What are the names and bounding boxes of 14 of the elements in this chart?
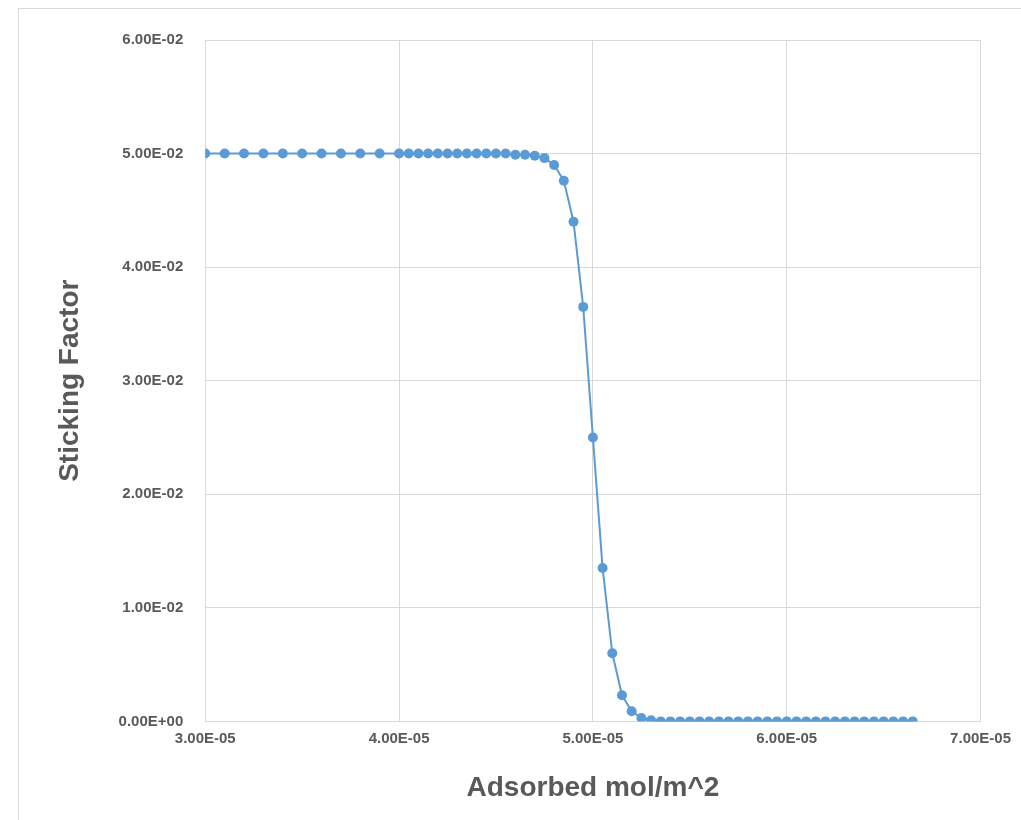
y-tick-label: 3.00E-02 <box>122 370 184 388</box>
x-tick-label: 4.00E-05 <box>368 728 430 746</box>
x-tick-label: 6.00E-05 <box>756 728 818 746</box>
y-tick-label: 1.00E-02 <box>122 597 184 615</box>
x-tick-label: 5.00E-05 <box>562 728 624 746</box>
x-tick-label: 3.00E-05 <box>174 728 236 746</box>
x-axis-title: Adsorbed mol/m^2 <box>466 770 720 802</box>
y-axis-title: Sticking Factor <box>52 279 84 482</box>
y-tick-label: 4.00E-02 <box>122 257 184 275</box>
y-tick-label: 5.00E-02 <box>122 143 184 161</box>
y-tick-label: 2.00E-02 <box>122 484 184 502</box>
x-tick-label: 7.00E-05 <box>950 728 1012 746</box>
y-tick-label: 0.00E+00 <box>118 711 184 729</box>
y-tick-label: 6.00E-02 <box>122 30 184 48</box>
